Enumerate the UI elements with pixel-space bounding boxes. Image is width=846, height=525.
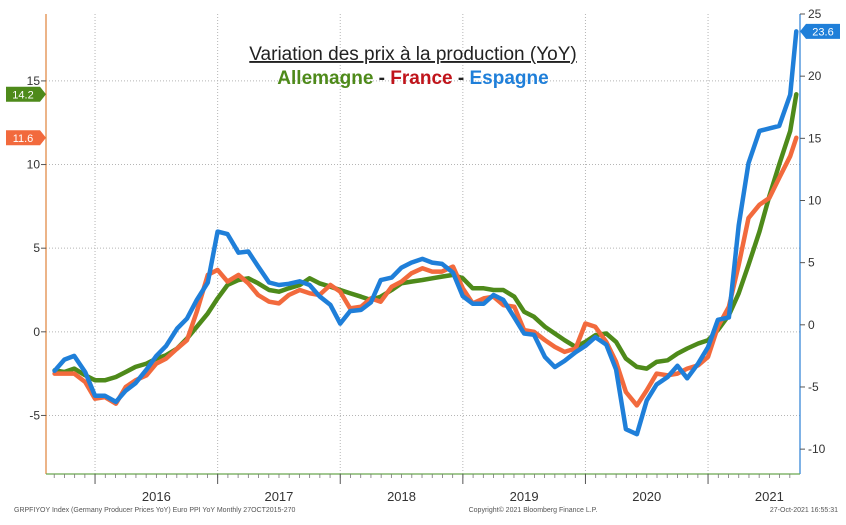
right-tick-label: -5 bbox=[808, 380, 819, 394]
x-year-label: 2018 bbox=[387, 489, 416, 504]
right-tick-label: -10 bbox=[808, 442, 826, 456]
value-tag-label: 14.2 bbox=[12, 89, 33, 101]
left-tick-label: -5 bbox=[29, 408, 40, 422]
x-year-label: 2017 bbox=[264, 489, 293, 504]
footer-timestamp: 27-Oct-2021 16:55:31 bbox=[770, 507, 838, 514]
right-tick-label: 10 bbox=[808, 193, 822, 207]
right-tick-label: 25 bbox=[808, 7, 822, 21]
series-line-espagne bbox=[52, 29, 799, 437]
footer-source: GRPFIYOY Index (Germany Producer Prices … bbox=[14, 507, 296, 514]
left-tick-label: 0 bbox=[33, 325, 40, 339]
x-year-label: 2021 bbox=[755, 489, 784, 504]
footer-copyright: Copyright© 2021 Bloomberg Finance L.P. bbox=[469, 506, 598, 514]
right-tick-label: 0 bbox=[808, 318, 815, 332]
value-tag-allemagne bbox=[6, 86, 46, 102]
value-tag-france bbox=[6, 130, 46, 146]
axes: -5 0 5 10 15 -10 -5 0 5 10 15 20 25 2016 2017 2018 2019 2… bbox=[27, 7, 826, 504]
value-tag-label: 11.6 bbox=[13, 133, 34, 145]
left-tick-label: 5 bbox=[33, 241, 40, 255]
subtitle-part: France bbox=[390, 68, 452, 89]
x-year-label: 2019 bbox=[510, 489, 539, 504]
series-lines bbox=[52, 29, 799, 437]
subtitle-part: - bbox=[373, 68, 390, 89]
chart-title: Variation des prix à la production (YoY) bbox=[249, 44, 576, 65]
value-tags: 14.2 11.6 23.6 bbox=[6, 23, 840, 146]
right-tick-label: 5 bbox=[808, 256, 815, 270]
value-tag-espagne bbox=[800, 23, 840, 39]
subtitle-part: Allemagne bbox=[277, 68, 373, 89]
chart-subtitle: Allemagne - France - Espagne bbox=[277, 68, 548, 89]
right-tick-label: 15 bbox=[808, 131, 822, 145]
subtitle-part: Espagne bbox=[469, 68, 548, 89]
left-tick-label: 10 bbox=[27, 158, 41, 172]
value-tag-label: 23.6 bbox=[812, 26, 833, 38]
subtitle-part: - bbox=[453, 68, 470, 89]
series-line-france bbox=[52, 135, 799, 408]
right-tick-label: 20 bbox=[808, 69, 822, 83]
x-year-label: 2020 bbox=[632, 489, 661, 504]
x-year-label: 2016 bbox=[142, 489, 171, 504]
left-tick-label: 15 bbox=[27, 74, 41, 88]
